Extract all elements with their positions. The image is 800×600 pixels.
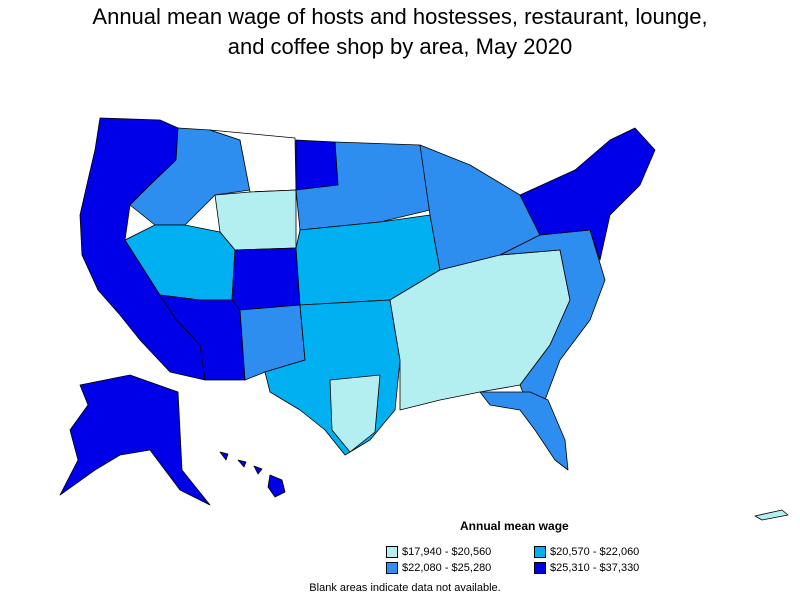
legend: $17,940 - $20,560 $20,570 - $22,060 $22,… [386, 545, 706, 575]
title-line-2: and coffee shop by area, May 2020 [227, 34, 573, 59]
title-line-1: Annual mean wage of hosts and hostesses,… [92, 4, 708, 29]
map-title: Annual mean wage of hosts and hostesses,… [0, 2, 800, 62]
region-hawaii-islands [219, 451, 263, 475]
legend-title: Annual mean wage [460, 519, 569, 533]
region-alaska [59, 374, 211, 506]
region-colorado [231, 247, 301, 311]
legend-label: $20,570 - $22,060 [550, 546, 640, 558]
legend-item: $22,080 - $25,280 [386, 561, 534, 575]
legend-label: $22,080 - $25,280 [402, 562, 492, 574]
region-northeast [519, 127, 656, 261]
region-puerto-rico [754, 509, 789, 521]
blank-areas-note: Blank areas indicate data not available. [309, 582, 501, 594]
legend-item: $25,310 - $37,330 [534, 561, 704, 575]
region-north-dakota [295, 139, 339, 191]
legend-item: $17,940 - $20,560 [386, 545, 534, 559]
legend-swatch [386, 546, 398, 558]
legend-swatch [534, 562, 546, 574]
region-florida [479, 391, 569, 471]
legend-swatch [534, 546, 546, 558]
legend-swatch [386, 562, 398, 574]
legend-label: $17,940 - $20,560 [402, 546, 492, 558]
legend-label: $25,310 - $37,330 [550, 562, 640, 574]
legend-item: $20,570 - $22,060 [534, 545, 704, 559]
region-hawaii [267, 474, 286, 498]
region-south-texas [329, 374, 381, 453]
